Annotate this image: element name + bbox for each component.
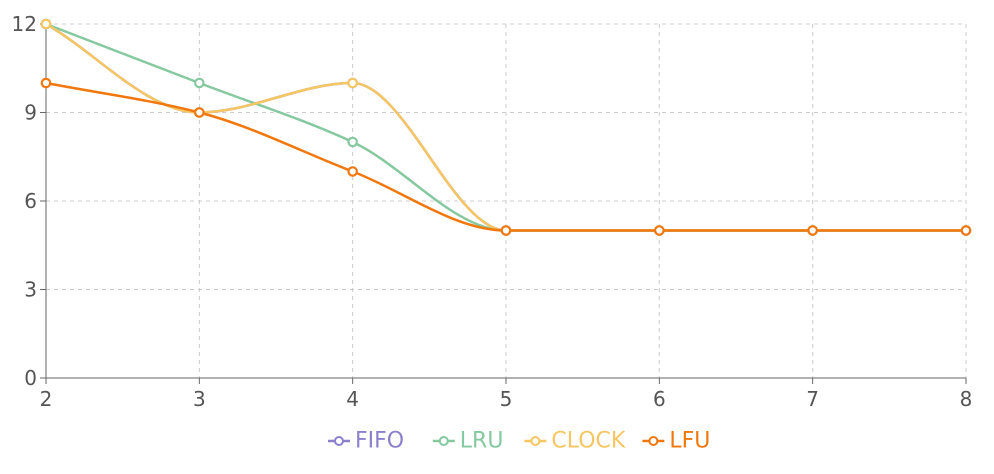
y-tick-label: 9 xyxy=(24,101,37,125)
y-tick-label: 12 xyxy=(12,12,37,36)
data-point-lfu[interactable] xyxy=(807,225,818,236)
legend-label: CLOCK xyxy=(551,429,626,454)
data-point-lfu[interactable] xyxy=(654,225,665,236)
axes xyxy=(40,23,967,384)
series-line-lru xyxy=(45,22,966,232)
legend-label: LFU xyxy=(669,429,710,454)
legend-label: FIFO xyxy=(355,429,404,454)
tick-labels: 0 3 6 9 12 2 3 4 5 6 7 8 xyxy=(12,12,973,411)
x-tick-label: 5 xyxy=(500,387,513,411)
legend-swatch-marker xyxy=(530,436,541,446)
series-line-fifo xyxy=(45,22,966,232)
y-tick-label: 3 xyxy=(24,278,37,302)
series-line-clock xyxy=(45,22,966,232)
legend-swatch-marker xyxy=(648,436,659,446)
legend-item-clock[interactable]: CLOCK xyxy=(524,429,626,454)
series-layer xyxy=(40,18,972,236)
data-point-clock[interactable] xyxy=(40,18,52,30)
legend-swatch-marker xyxy=(438,436,449,446)
legend-label: LRU xyxy=(460,429,504,454)
x-tick-label: 2 xyxy=(40,387,53,411)
data-point-lfu[interactable] xyxy=(40,77,52,89)
legend-item-lfu[interactable]: LFU xyxy=(642,429,710,454)
x-tick-label: 3 xyxy=(193,387,206,411)
x-tick-label: 7 xyxy=(806,387,819,411)
series-lfu xyxy=(40,77,972,236)
x-tick-label: 8 xyxy=(960,387,973,411)
x-tick-label: 6 xyxy=(653,387,666,411)
legend-item-lru[interactable]: LRU xyxy=(432,429,504,454)
legend-swatch-marker xyxy=(334,436,344,446)
data-point-lfu[interactable] xyxy=(194,107,205,118)
data-point-lru[interactable] xyxy=(194,77,205,89)
x-tick-label: 4 xyxy=(346,387,359,411)
data-point-clock[interactable] xyxy=(347,77,358,89)
legend-item-fifo[interactable]: FIFO xyxy=(328,429,404,454)
data-point-lru[interactable] xyxy=(347,136,358,148)
data-point-lfu[interactable] xyxy=(960,225,972,236)
legend[interactable]: FIFO LRU CLOCK LFU xyxy=(328,429,710,454)
y-tick-label: 0 xyxy=(24,366,37,390)
y-tick-label: 6 xyxy=(24,189,37,213)
data-point-lfu[interactable] xyxy=(500,225,512,236)
data-point-lfu[interactable] xyxy=(347,166,358,177)
